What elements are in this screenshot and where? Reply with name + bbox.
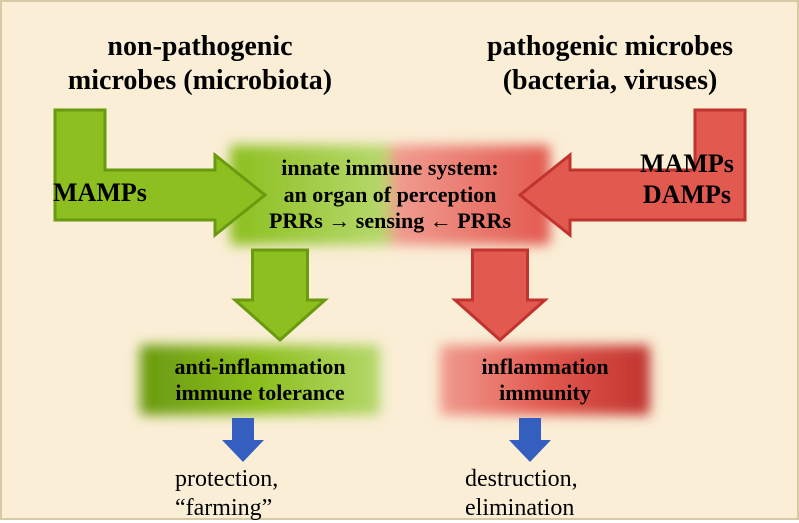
title-right-line2: (bacteria, viruses) xyxy=(503,64,718,98)
title-left: non-pathogenicmicrobes (microbiota) xyxy=(40,30,360,97)
center-box: innate immune system:an organ of percept… xyxy=(230,145,550,245)
box-anti-inflammation: anti-inflammationimmune tolerance xyxy=(140,345,380,415)
box-anti-inflammation-line1: anti-inflammation xyxy=(174,354,345,380)
outcome-right-line2: elimination xyxy=(465,494,574,523)
outcome-right-line1: destruction, xyxy=(465,465,578,494)
label-mamps-left-line1: MAMPs xyxy=(53,177,147,208)
center-box-line1: innate immune system: xyxy=(281,155,499,181)
outcome-right: destruction,elimination xyxy=(465,465,578,523)
title-right: pathogenic microbes(bacteria, viruses) xyxy=(450,30,770,97)
label-mamps-damps-right-line1: MAMPs xyxy=(640,148,734,179)
center-box-line3: PRRs → sensing ← PRRs xyxy=(269,208,511,234)
title-left-line2: microbes (microbiota) xyxy=(68,64,332,98)
title-right-line1: pathogenic microbes xyxy=(487,30,733,64)
label-mamps-damps-right-line2: DAMPs xyxy=(643,179,731,210)
label-mamps-left: MAMPs xyxy=(53,177,147,208)
box-inflammation: inflammationimmunity xyxy=(440,345,650,415)
title-left-line1: non-pathogenic xyxy=(107,30,292,64)
outcome-left: protection,“farming” xyxy=(175,465,278,523)
outcome-left-line2: “farming” xyxy=(175,494,272,523)
box-inflammation-line1: inflammation xyxy=(481,354,608,380)
center-box-line2: an organ of perception xyxy=(284,182,497,208)
outcome-left-line1: protection, xyxy=(175,465,278,494)
box-anti-inflammation-line2: immune tolerance xyxy=(175,380,344,406)
label-mamps-damps-right: MAMPsDAMPs xyxy=(640,148,734,210)
box-inflammation-line2: immunity xyxy=(499,380,591,406)
